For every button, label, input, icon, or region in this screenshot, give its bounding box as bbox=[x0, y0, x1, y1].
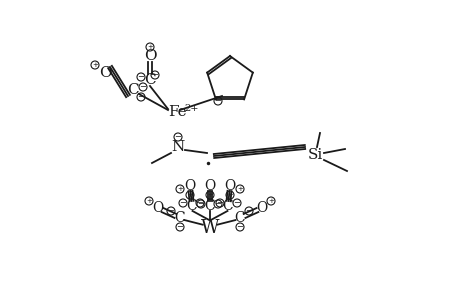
Text: −: − bbox=[236, 223, 243, 232]
Text: C: C bbox=[204, 199, 215, 213]
Text: +: + bbox=[147, 44, 152, 50]
Text: C: C bbox=[144, 73, 156, 87]
Text: −: − bbox=[245, 206, 252, 215]
Text: −: − bbox=[233, 199, 240, 208]
Text: +: + bbox=[268, 198, 274, 204]
Text: 2+: 2+ bbox=[184, 103, 198, 112]
Text: +: + bbox=[177, 186, 183, 192]
Text: O: O bbox=[143, 49, 156, 63]
Text: −: − bbox=[196, 199, 203, 208]
Text: O: O bbox=[184, 179, 195, 193]
Text: C: C bbox=[186, 199, 197, 213]
Text: −: − bbox=[174, 133, 181, 142]
Text: C: C bbox=[127, 83, 139, 97]
Text: −: − bbox=[176, 223, 183, 232]
Text: −: − bbox=[214, 200, 221, 208]
Text: W: W bbox=[200, 219, 219, 237]
Text: O: O bbox=[99, 66, 111, 80]
Text: −: − bbox=[216, 199, 223, 208]
Text: +: + bbox=[236, 186, 242, 192]
Text: O: O bbox=[152, 201, 163, 215]
Text: O: O bbox=[256, 201, 267, 215]
Text: Fe: Fe bbox=[168, 105, 186, 119]
Text: +: + bbox=[227, 192, 232, 198]
Text: −: − bbox=[137, 73, 144, 82]
Text: −: − bbox=[197, 200, 204, 208]
Text: −: − bbox=[179, 199, 186, 208]
Text: +: + bbox=[146, 198, 151, 204]
Text: C: C bbox=[222, 199, 233, 213]
Text: O: O bbox=[224, 179, 235, 193]
Text: C: C bbox=[234, 211, 245, 225]
Text: +: + bbox=[92, 62, 98, 68]
Text: N: N bbox=[171, 140, 184, 154]
Text: C: C bbox=[174, 211, 185, 225]
Text: −: − bbox=[167, 206, 174, 215]
Text: +: + bbox=[187, 192, 192, 198]
Text: −: − bbox=[137, 92, 144, 101]
Text: Si: Si bbox=[307, 148, 322, 162]
Text: −: − bbox=[214, 97, 221, 106]
Text: O: O bbox=[204, 179, 215, 193]
Text: −: − bbox=[151, 70, 158, 80]
Text: +: + bbox=[207, 192, 213, 198]
Text: −: − bbox=[139, 82, 146, 91]
